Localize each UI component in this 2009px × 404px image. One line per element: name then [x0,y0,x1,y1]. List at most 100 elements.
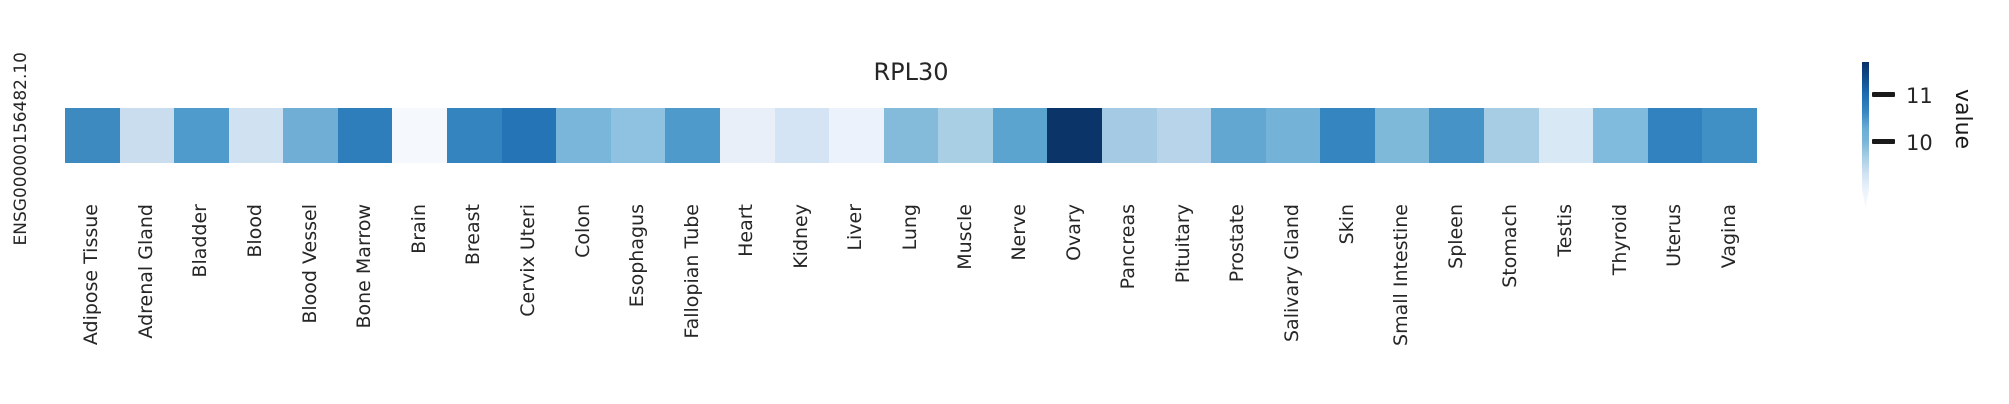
heatmap-cell [65,108,120,163]
x-tick-label: Vagina [1717,204,1740,269]
x-tick-label: Stomach [1499,204,1522,288]
x-tick-label: Small Intestine [1390,204,1413,346]
colorbar-gradient [1862,62,1869,208]
heatmap-cell [883,108,939,163]
x-tick-label-column: Liver [829,204,884,251]
heatmap-cell [174,108,229,163]
x-tick-label: Bladder [189,204,212,278]
x-tick-label: Thyroid [1608,204,1631,276]
y-axis-row-label: ENSG00000156482.10 [11,52,31,250]
x-tick-label: Brain [407,204,430,254]
colorbar-tick-label-10: 10 [1906,131,1933,155]
heatmap-cell [1374,108,1430,163]
x-tick-label-column: Colon [556,204,611,258]
x-tick-label: Breast [462,204,485,266]
x-tick-label-column: Lung [884,204,939,250]
heatmap-cell [228,108,284,163]
x-tick-label-column: Pituitary [1157,204,1212,283]
x-tick-label: Testis [1553,204,1576,257]
x-tick-label: Esophagus [626,204,649,308]
heatmap-row [65,108,1757,163]
colorbar-tick-label-11: 11 [1906,84,1933,108]
heatmap-cell [501,108,557,163]
x-tick-label: Skin [1335,204,1358,245]
x-tick-label: Kidney [789,204,812,269]
heatmap-cell [556,108,611,163]
x-tick-label: Cervix Uteri [516,204,539,317]
x-tick-label: Adipose Tissue [80,204,103,346]
heatmap-cell [1101,108,1157,163]
heatmap-cell [610,108,666,163]
x-tick-label-column: Pancreas [1102,204,1157,289]
x-tick-label-column: Adipose Tissue [65,204,120,345]
heatmap-cell [665,108,720,163]
x-tick-label-column: Uterus [1648,204,1703,267]
colorbar-title-text: value [1950,89,1976,150]
x-tick-label-column: Stomach [1484,204,1539,288]
heatmap-cell [992,108,1048,163]
x-tick-label-column: Blood [229,204,284,258]
y-axis-row-label-text: ENSG00000156482.10 [11,52,31,246]
x-tick-label: Prostate [1226,204,1249,283]
x-tick-label-column: Brain [392,204,447,254]
heatmap-cell [283,108,338,163]
x-tick-label-column: Adrenal Gland [120,204,175,339]
heatmap-cell [1265,108,1321,163]
x-tick-label: Salivary Gland [1281,204,1304,342]
x-tick-label-column: Cervix Uteri [502,204,557,317]
x-tick-label-column: Small Intestine [1375,204,1430,346]
chart-title: RPL30 [873,58,949,86]
heatmap-cell [1593,108,1648,163]
x-tick-label-column: Vagina [1702,204,1757,268]
x-tick-label: Spleen [1444,204,1467,269]
heatmap-cell [1320,108,1375,163]
heatmap-cell [774,108,830,163]
heatmap-cell [337,108,393,163]
x-tick-label-column: Breast [447,204,502,265]
x-tick-label-column: Ovary [1047,204,1102,261]
x-tick-label-column: Salivary Gland [1266,204,1321,342]
colorbar-tick-mark-10 [1872,139,1895,144]
x-tick-label-column: Prostate [1211,204,1266,282]
x-tick-label: Pancreas [1117,204,1140,290]
heatmap-cell [1429,108,1485,163]
x-tick-label-column: Spleen [1429,204,1484,269]
x-tick-label: Muscle [953,204,976,270]
x-tick-label: Fallopian Tube [680,204,703,339]
heatmap-cell [1211,108,1266,163]
heatmap-cell [1484,108,1539,163]
heatmap-cell [829,108,884,163]
x-tick-label-column: Bone Marrow [338,204,393,329]
x-tick-label: Liver [844,204,867,251]
heatmap-cell [719,108,775,163]
x-axis-tick-labels: Adipose Tissue Adrenal Gland Bladder Blood B… [65,204,1757,346]
x-tick-label-column: Muscle [938,204,993,270]
x-tick-label-column: Blood Vessel [283,204,338,324]
x-tick-label: Bone Marrow [353,204,376,329]
x-tick-label-column: Fallopian Tube [665,204,720,339]
heatmap-cell [938,108,993,163]
x-tick-label-column: Thyroid [1593,204,1648,275]
heatmap-cell [392,108,448,163]
heatmap-cell [1047,108,1102,163]
x-tick-label-column: Kidney [775,204,830,269]
x-tick-label: Blood Vessel [298,204,321,324]
x-tick-label: Blood [244,204,267,258]
x-tick-label: Lung [898,204,921,251]
x-tick-label-column: Testis [1539,204,1594,257]
x-tick-label-column: Bladder [174,204,229,278]
x-tick-label: Nerve [1008,204,1031,261]
colorbar-title: value [1950,89,1976,155]
x-tick-label: Pituitary [1171,204,1194,284]
heatmap-cell [447,108,502,163]
heatmap-cell [119,108,175,163]
x-tick-label: Heart [735,204,758,257]
x-tick-label: Adrenal Gland [134,204,157,339]
x-tick-label: Uterus [1663,204,1686,267]
x-tick-label-column: Esophagus [611,204,666,307]
x-tick-label-column: Skin [1320,204,1375,244]
colorbar-tick-mark-11 [1872,92,1895,97]
heatmap-cell [1702,108,1757,163]
x-tick-label: Ovary [1062,204,1085,261]
